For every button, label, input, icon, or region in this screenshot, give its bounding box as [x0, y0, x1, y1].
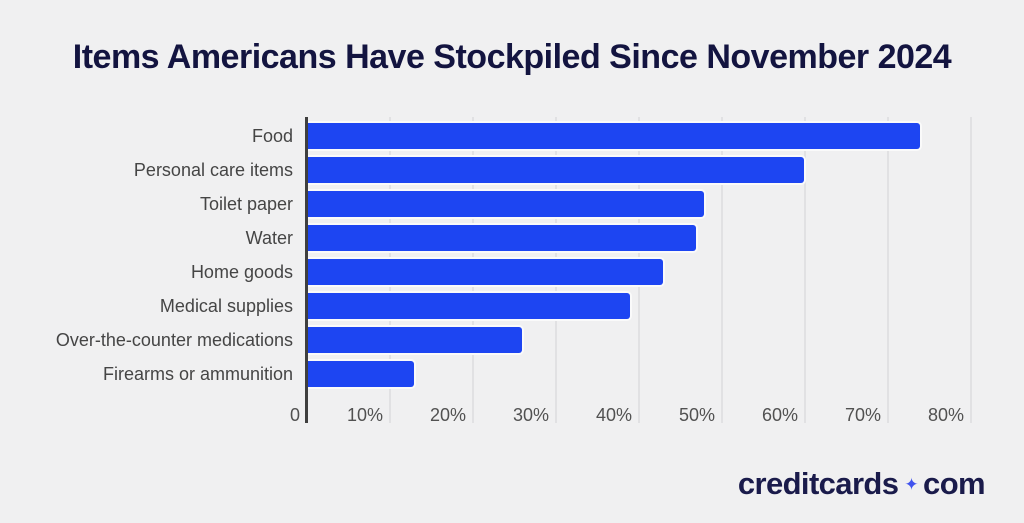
- gridline: [721, 117, 723, 423]
- chart-row: Firearms or ammunition: [0, 359, 1024, 389]
- bar-over-the-counter-medications: [308, 325, 524, 355]
- chart-title: Items Americans Have Stockpiled Since No…: [72, 38, 952, 76]
- plot-area: 0 10% 20% 30% 40% 50% 60% 70% 80% Food Personal ca…: [0, 117, 1024, 425]
- x-axis-tick-label: 60%: [761, 405, 798, 425]
- x-axis-tick-label: 10%: [346, 405, 383, 425]
- chart-row: Personal care items: [0, 155, 1024, 185]
- x-axis-tick-label: 30%: [512, 405, 549, 425]
- gridline: [887, 117, 889, 423]
- gridline: [970, 117, 972, 423]
- bar-food: [308, 121, 923, 151]
- brand-logo: creditcards ✦ com: [737, 466, 986, 502]
- x-axis-tick-label: 0: [289, 405, 300, 425]
- x-axis-tick-label: 50%: [678, 405, 715, 425]
- category-label: Over-the-counter medications: [55, 330, 293, 350]
- chart-row: Medical supplies: [0, 291, 1024, 321]
- bar-toilet-paper: [308, 189, 707, 219]
- chart-row: Over-the-counter medications: [0, 325, 1024, 355]
- category-label: Personal care items: [133, 160, 293, 180]
- category-label: Food: [251, 126, 293, 146]
- bar-firearms-or-ammunition: [308, 359, 416, 389]
- chart-row: Food: [0, 121, 1024, 151]
- bar-personal-care-items: [308, 155, 806, 185]
- x-axis-tick-label: 70%: [844, 405, 881, 425]
- bar-water: [308, 223, 699, 253]
- category-label: Home goods: [190, 262, 293, 282]
- gridline: [804, 117, 806, 423]
- chart-row: Water: [0, 223, 1024, 253]
- brand-logo-right: com: [923, 466, 986, 501]
- chart-row: Home goods: [0, 257, 1024, 287]
- x-axis-tick-label: 20%: [429, 405, 466, 425]
- sparkle-icon: ✦: [904, 475, 919, 494]
- chart-row: Toilet paper: [0, 189, 1024, 219]
- category-label: Medical supplies: [159, 296, 293, 316]
- bar-medical-supplies: [308, 291, 632, 321]
- category-label: Water: [245, 228, 293, 248]
- category-label: Toilet paper: [199, 194, 293, 214]
- brand-logo-left: creditcards: [737, 466, 899, 501]
- bar-home-goods: [308, 257, 665, 287]
- category-label: Firearms or ammunition: [102, 364, 293, 384]
- x-axis-tick-label: 40%: [595, 405, 632, 425]
- x-axis-tick-label: 80%: [927, 405, 964, 425]
- y-axis-line: [305, 117, 308, 423]
